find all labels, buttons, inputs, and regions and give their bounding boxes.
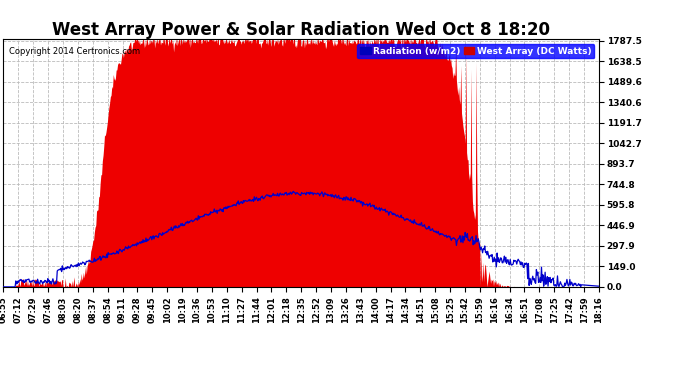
Text: Copyright 2014 Certronics.com: Copyright 2014 Certronics.com bbox=[10, 47, 141, 56]
Title: West Array Power & Solar Radiation Wed Oct 8 18:20: West Array Power & Solar Radiation Wed O… bbox=[52, 21, 550, 39]
Legend: Radiation (w/m2), West Array (DC Watts): Radiation (w/m2), West Array (DC Watts) bbox=[357, 44, 594, 58]
